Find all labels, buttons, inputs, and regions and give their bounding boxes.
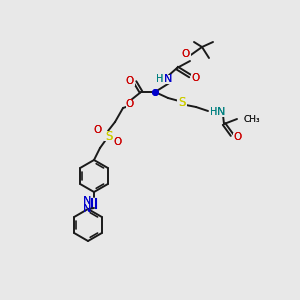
Text: O: O	[182, 49, 190, 59]
Bar	[113, 137, 122, 146]
Text: CH₃: CH₃	[243, 115, 260, 124]
Text: O: O	[126, 99, 134, 109]
Text: N: N	[164, 74, 172, 84]
Text: N: N	[217, 107, 225, 117]
Text: O: O	[182, 49, 190, 59]
Text: H: H	[156, 74, 164, 84]
Text: N: N	[164, 74, 172, 84]
Bar	[182, 50, 190, 58]
Text: S: S	[178, 97, 186, 110]
Text: O: O	[233, 132, 241, 142]
Text: N: N	[83, 196, 91, 206]
Bar	[104, 131, 114, 141]
Text: H: H	[156, 74, 164, 84]
Bar	[190, 74, 200, 82]
Text: S: S	[105, 130, 113, 142]
Text: S: S	[178, 97, 186, 110]
Text: O: O	[126, 76, 134, 86]
Text: O: O	[126, 76, 134, 86]
Text: O: O	[191, 73, 199, 83]
Bar	[125, 100, 134, 109]
Bar	[232, 133, 242, 142]
Bar	[190, 74, 200, 82]
Text: S: S	[105, 130, 113, 142]
Text: N: N	[83, 203, 91, 214]
Text: H: H	[210, 107, 218, 117]
Text: H: H	[210, 107, 218, 117]
Bar	[94, 125, 103, 134]
Text: CH₃: CH₃	[243, 115, 260, 124]
Bar	[125, 76, 134, 85]
Text: N: N	[83, 203, 91, 214]
Text: O: O	[114, 137, 122, 147]
Text: O: O	[233, 132, 241, 142]
Text: O: O	[94, 125, 102, 135]
Text: O: O	[191, 73, 199, 83]
Bar	[154, 74, 174, 83]
Text: N: N	[217, 107, 225, 117]
Text: N: N	[83, 196, 91, 206]
Text: O: O	[94, 125, 102, 135]
Text: O: O	[114, 137, 122, 147]
Text: O: O	[126, 99, 134, 109]
Bar	[177, 98, 187, 108]
Bar	[209, 107, 227, 116]
